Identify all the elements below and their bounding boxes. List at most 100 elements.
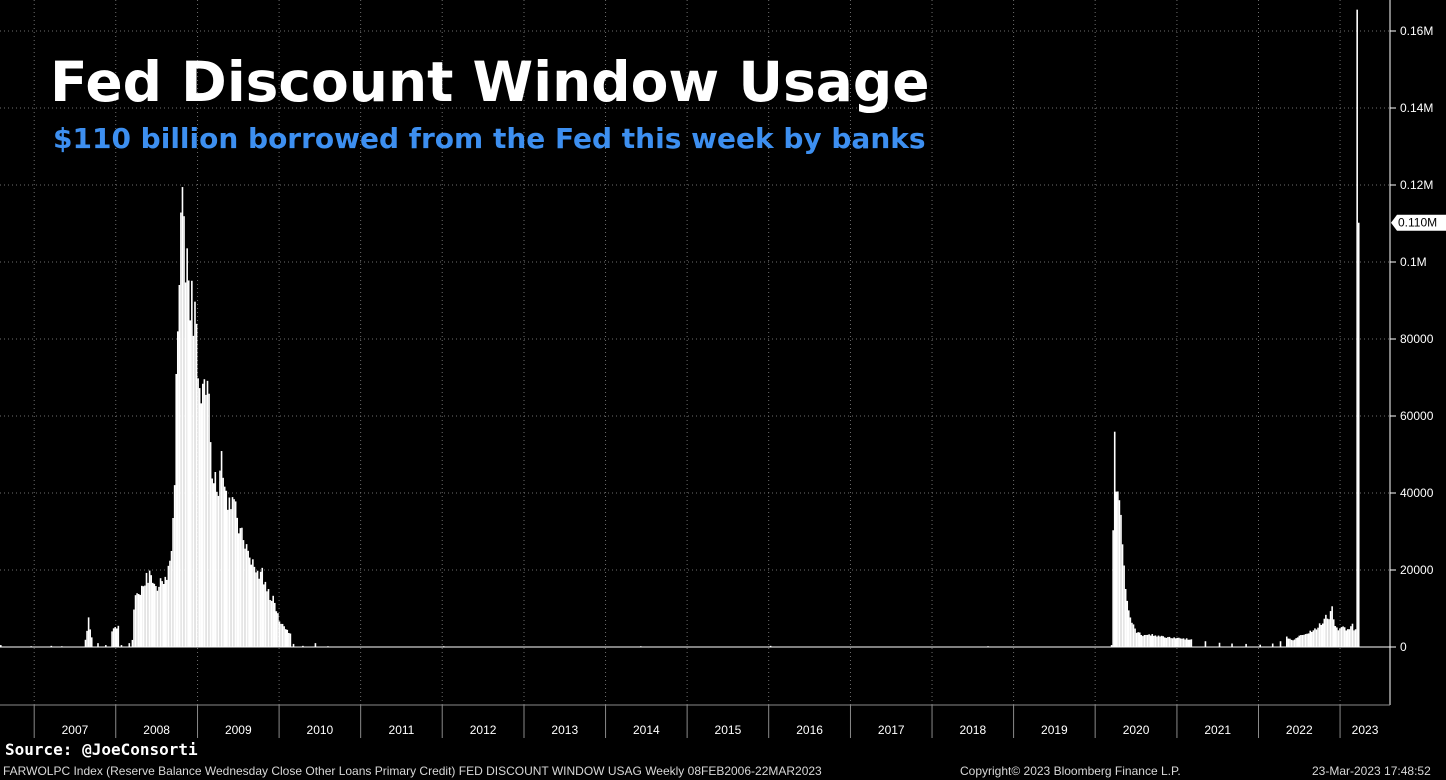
bar: [186, 248, 188, 647]
bar: [244, 548, 246, 647]
bar: [1190, 639, 1193, 647]
bar: [137, 593, 140, 647]
bar: [203, 379, 206, 647]
y-tick-label: 60000: [1400, 409, 1434, 423]
bar: [1187, 639, 1190, 647]
bar: [278, 621, 281, 647]
bar: [112, 628, 115, 647]
bar: [1156, 636, 1158, 647]
bar: [114, 627, 117, 647]
bar: [302, 645, 304, 647]
bar: [86, 630, 88, 647]
bar: [1157, 635, 1160, 647]
bar: [1298, 635, 1301, 647]
bar: [277, 613, 279, 647]
bar: [50, 645, 53, 647]
bar: [1346, 629, 1349, 647]
bar: [181, 187, 184, 647]
bar: [1182, 638, 1185, 647]
bar: [1354, 629, 1357, 647]
bar: [1146, 634, 1149, 647]
bar: [211, 478, 213, 647]
bar: [212, 483, 215, 647]
bar: [1336, 627, 1338, 647]
bar: [142, 586, 145, 647]
bar: [159, 578, 162, 647]
bar: [1138, 632, 1141, 647]
bar: [250, 564, 253, 647]
bar: [1168, 636, 1171, 647]
bar: [261, 567, 264, 647]
bar: [266, 591, 268, 647]
x-tick-label: 2013: [551, 723, 578, 737]
bar: [1289, 638, 1291, 647]
bar: [1328, 619, 1330, 647]
footer-copyright: Copyright© 2023 Bloomberg Finance L.P.: [960, 764, 1181, 778]
bar: [167, 565, 170, 647]
bar: [1304, 634, 1307, 647]
bar: [1351, 623, 1354, 647]
bar: [1153, 635, 1155, 647]
bar: [105, 645, 107, 647]
bar: [1350, 626, 1352, 647]
bar: [275, 611, 278, 647]
bar: [192, 335, 195, 647]
x-tick-label: 2022: [1286, 723, 1313, 737]
bar: [1204, 641, 1207, 647]
bar: [1124, 588, 1127, 647]
bar: [1306, 633, 1308, 647]
bar: [217, 495, 220, 647]
bar: [236, 517, 239, 647]
bar: [1357, 222, 1360, 648]
bar: [292, 643, 295, 647]
bar: [264, 581, 267, 647]
bar: [255, 572, 257, 647]
bar: [1325, 614, 1327, 647]
bar: [162, 583, 165, 647]
bar: [269, 599, 271, 647]
bar: [1149, 635, 1152, 647]
bar: [1129, 617, 1132, 647]
bar: [280, 623, 282, 647]
x-tick-label: 2010: [307, 723, 334, 737]
bar: [1317, 627, 1319, 647]
bar: [1315, 629, 1318, 647]
bar: [111, 631, 113, 647]
bar: [1154, 635, 1157, 647]
bar: [195, 323, 198, 647]
x-tick-label: 2023: [1352, 723, 1379, 737]
y-tick-label: 0.16M: [1400, 24, 1433, 38]
bar: [202, 383, 204, 647]
x-tick-label: 2017: [878, 723, 905, 737]
y-tick-label: 0: [1400, 640, 1407, 654]
bar: [128, 643, 131, 647]
x-tick-label: 2020: [1123, 723, 1150, 737]
bar: [283, 626, 285, 647]
bar: [1123, 565, 1125, 647]
bar: [1189, 639, 1191, 647]
bar: [216, 491, 218, 647]
bar: [1137, 632, 1139, 647]
bar: [1303, 634, 1305, 647]
bar: [1173, 637, 1175, 647]
bar: [1171, 638, 1174, 647]
x-tick-label: 2008: [143, 723, 170, 737]
bar: [156, 590, 159, 647]
bar: [169, 560, 171, 647]
bar: [155, 586, 157, 647]
bar: [1295, 638, 1297, 647]
bar: [253, 566, 256, 647]
bar: [1300, 635, 1302, 647]
bar: [131, 639, 134, 647]
bar: [1140, 634, 1143, 647]
bar: [1334, 626, 1337, 647]
bar: [256, 570, 259, 647]
bar: [1271, 643, 1274, 647]
bar: [1314, 628, 1316, 647]
bar: [242, 540, 245, 647]
bar: [166, 579, 168, 647]
last-value-label: 0.110M: [1398, 216, 1437, 230]
bar: [284, 629, 287, 647]
bar: [1356, 9, 1358, 647]
bar: [1292, 640, 1294, 647]
